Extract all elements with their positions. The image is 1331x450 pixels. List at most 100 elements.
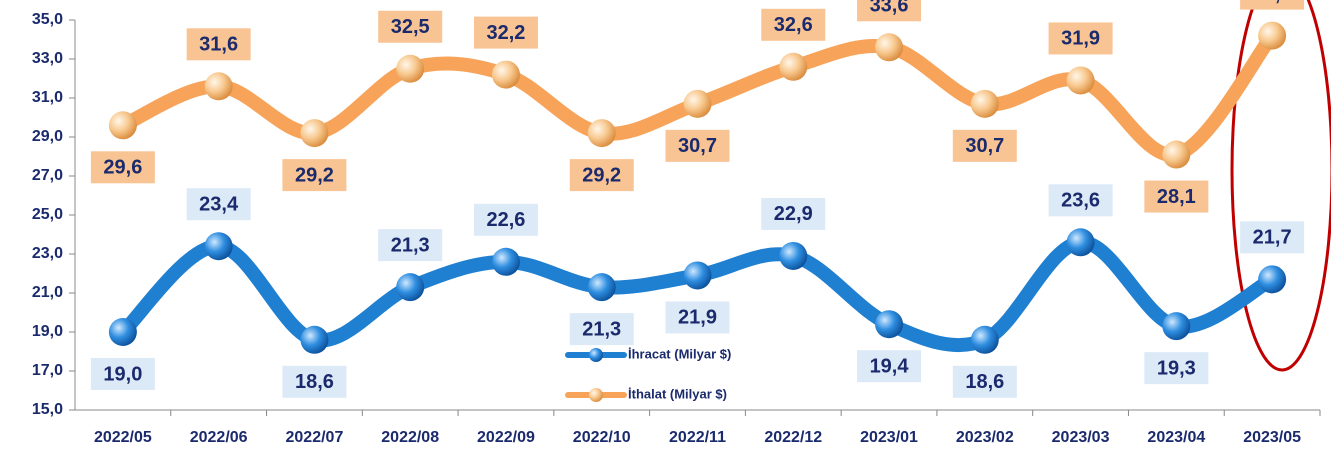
x-tick-label: 2022/11 [669,429,726,446]
value-label-box [90,358,155,390]
value-label-box [857,350,922,383]
x-tick-label: 2022/10 [573,429,631,446]
value-label-box [186,28,251,61]
x-tick-label: 2023/01 [860,429,918,446]
value-label-box [761,197,826,230]
point [587,273,616,302]
value-label: 30,7 [678,135,717,157]
x-tick-label: 2022/05 [94,429,152,446]
value-label: 32,5 [391,16,430,38]
y-tick-label: 15,0 [32,401,63,418]
y-tick-label: 31,0 [32,89,63,106]
x-tick-label: 2022/12 [764,429,822,446]
value-label-box [952,365,1017,398]
value-label-box [186,188,251,221]
value-label: 29,6 [103,157,142,179]
value-label-box [761,8,826,41]
point [875,310,904,339]
value-label-box [473,203,538,236]
point [683,89,712,118]
value-label-box [1048,22,1113,55]
value-label: 22,6 [486,209,525,231]
point [1162,312,1191,341]
value-label-box [473,16,538,49]
point [108,111,137,140]
highlight-ellipse [1230,0,1331,372]
value-label-box [1240,221,1305,254]
value-label: 21,3 [391,234,430,256]
x-tick-label: 2022/07 [286,429,344,446]
value-label-box [1048,184,1113,217]
y-tick-label: 19,0 [32,323,63,340]
value-label-box [665,301,730,334]
point [1066,228,1095,257]
value-label-box [378,10,443,43]
point [779,241,808,270]
value-label: 23,4 [199,193,239,215]
point [396,273,425,302]
legend-marker [589,348,603,362]
value-label: 29,2 [295,164,334,186]
value-label: 22,9 [774,203,813,225]
point [587,119,616,148]
value-label: 32,6 [774,14,813,36]
point [300,325,329,354]
value-label: 23,6 [1061,190,1100,212]
point [1162,140,1191,169]
point [970,325,999,354]
value-label-box [665,129,730,162]
value-label: 33,6 [870,0,909,17]
point [396,54,425,83]
value-label-box [282,365,347,398]
value-label-box [569,313,634,346]
legend-label: İhracat (Milyar $) [628,346,731,361]
point [875,33,904,62]
value-label: 21,3 [582,318,621,340]
point [779,52,808,81]
y-tick-label: 23,0 [32,245,63,262]
value-label: 30,7 [965,135,1004,157]
value-label-box [857,0,922,22]
x-tick-label: 2023/04 [1147,429,1205,446]
legend-label: İthalat (Milyar $) [628,386,727,401]
point [204,72,233,101]
y-tick-label: 35,0 [32,11,63,28]
value-label: 32,2 [486,22,525,44]
point [1258,21,1287,50]
value-label-box [1144,180,1209,213]
point [970,89,999,118]
x-tick-label: 2023/05 [1243,429,1301,446]
value-label: 31,9 [1061,28,1100,50]
value-label: 19,4 [870,355,910,377]
x-tick-label: 2022/06 [190,429,248,446]
x-tick-label: 2022/08 [381,429,439,446]
point [204,232,233,261]
y-tick-label: 25,0 [32,206,63,223]
point [491,247,520,276]
point [683,261,712,290]
value-label-box [282,159,347,192]
value-label-box [1144,352,1209,385]
value-label: 29,2 [582,164,621,186]
value-label: 18,6 [295,371,334,393]
point [491,60,520,89]
value-label-box [90,151,155,184]
value-label: 21,9 [678,307,717,329]
value-label-box [569,159,634,192]
value-label: 19,0 [103,363,142,385]
x-tick-label: 2022/09 [477,429,535,446]
y-tick-label: 21,0 [32,284,63,301]
y-tick-label: 29,0 [32,128,63,145]
point [108,318,137,346]
value-label: 18,6 [965,371,1004,393]
point [1066,66,1095,95]
x-tick-label: 2023/03 [1052,429,1110,446]
value-label: 31,6 [199,34,238,56]
value-label-box [952,129,1017,162]
value-label: 28,1 [1157,186,1196,208]
point [300,119,329,148]
point [1258,265,1287,294]
y-tick-label: 33,0 [32,50,63,67]
value-label-box [1240,0,1305,10]
